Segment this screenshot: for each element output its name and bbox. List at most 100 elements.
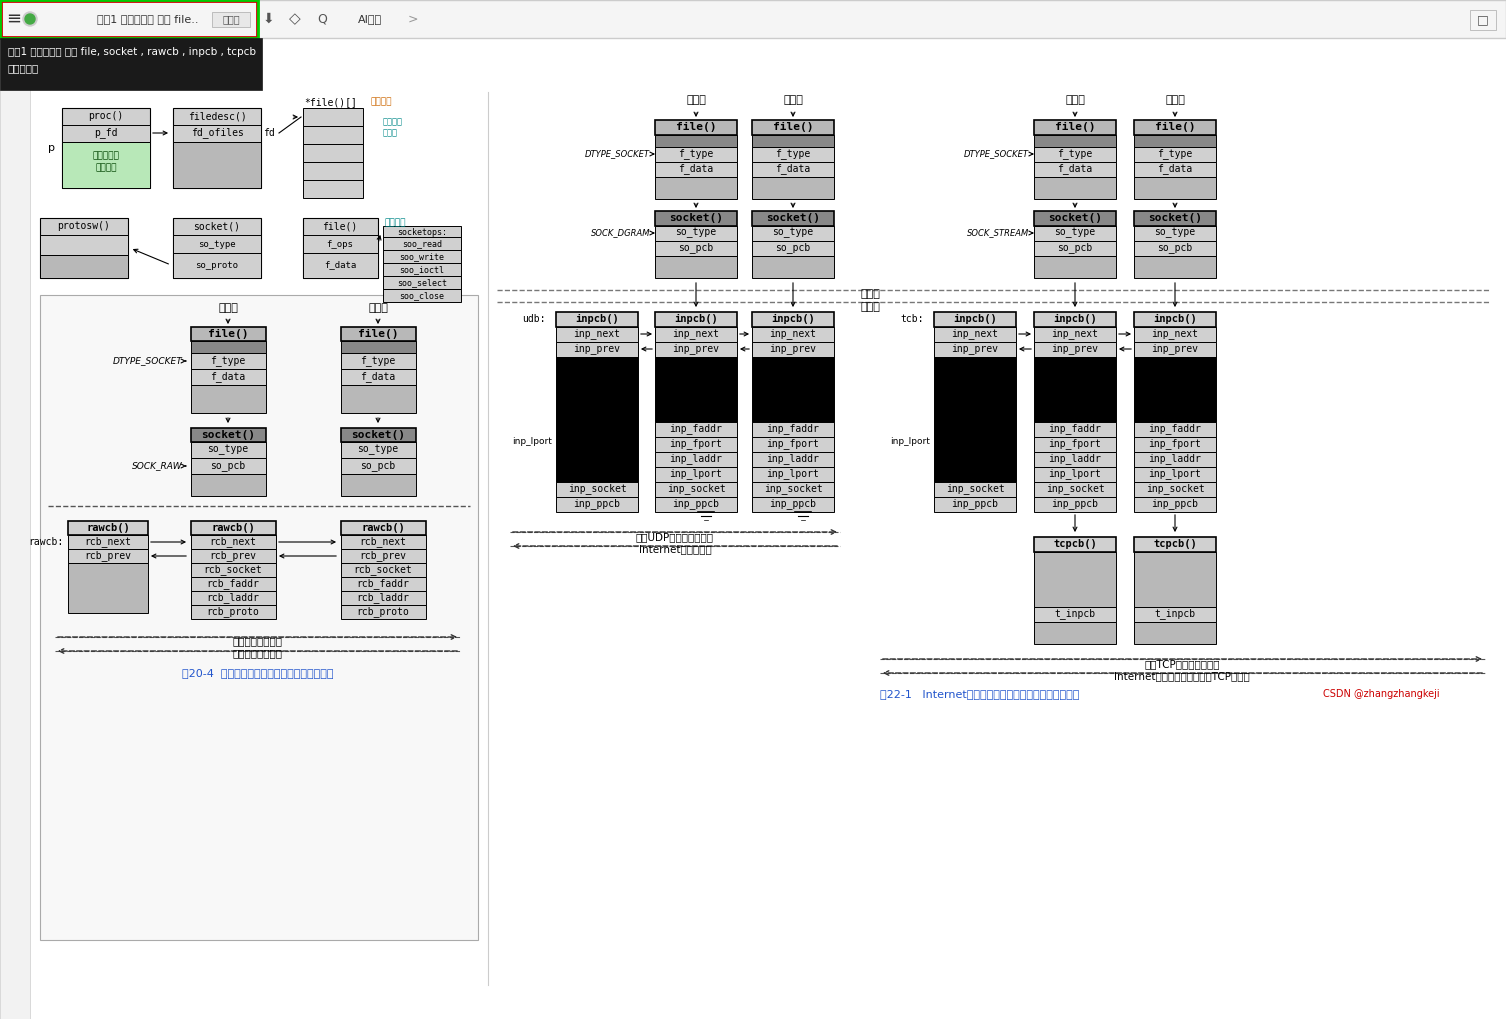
Bar — [173, 253, 261, 278]
Bar — [751, 256, 834, 278]
Text: file(): file() — [773, 122, 813, 132]
Bar — [340, 458, 416, 474]
Text: 函数指针: 函数指针 — [386, 218, 407, 227]
Bar — [191, 577, 276, 591]
Bar — [340, 605, 426, 619]
Bar — [383, 226, 461, 237]
Bar — [68, 535, 148, 549]
Bar — [655, 312, 736, 327]
Text: □: □ — [1477, 13, 1489, 26]
Text: socket(): socket() — [767, 213, 819, 223]
Text: socket(): socket() — [1148, 213, 1202, 223]
Bar — [751, 312, 834, 327]
Bar — [340, 385, 416, 413]
Text: 描述符: 描述符 — [783, 95, 803, 105]
Bar — [934, 497, 1017, 512]
Bar — [383, 250, 461, 263]
Bar — [2, 1, 258, 37]
Text: fd_ofiles: fd_ofiles — [191, 127, 244, 139]
Bar — [340, 428, 416, 442]
Text: inp_laddr: inp_laddr — [767, 453, 819, 465]
Bar — [751, 327, 834, 342]
Bar — [655, 497, 736, 512]
Bar — [1134, 147, 1215, 162]
Text: udb:: udb: — [523, 314, 547, 324]
Bar — [340, 564, 426, 577]
Bar — [934, 327, 1017, 342]
Text: inp_next: inp_next — [673, 328, 720, 339]
Bar — [1134, 135, 1215, 147]
Bar — [41, 294, 477, 940]
Text: soo_ioctl: soo_ioctl — [399, 266, 444, 274]
Bar — [1134, 327, 1215, 342]
Bar — [655, 135, 736, 147]
Text: inp_fport: inp_fport — [1048, 438, 1101, 449]
Bar — [1035, 211, 1116, 226]
Text: *file()[]: *file()[] — [304, 97, 357, 107]
Text: rawcb(): rawcb() — [211, 523, 255, 533]
Bar — [751, 467, 834, 482]
Bar — [303, 235, 378, 253]
Text: rcb_laddr: rcb_laddr — [206, 592, 259, 603]
Text: t_inpcb: t_inpcb — [1054, 608, 1095, 620]
Text: AI助手: AI助手 — [358, 14, 383, 24]
Bar — [68, 564, 148, 613]
Bar — [655, 120, 736, 135]
Bar — [0, 0, 1506, 38]
Bar — [1134, 552, 1215, 607]
Bar — [1035, 622, 1116, 644]
Text: rcb_prev: rcb_prev — [360, 550, 407, 561]
Bar — [62, 125, 151, 142]
Bar — [212, 12, 250, 26]
Bar — [191, 564, 276, 577]
Bar — [303, 180, 363, 198]
Text: file(): file() — [322, 221, 357, 231]
Text: f_type: f_type — [776, 149, 810, 159]
Text: SOCK_STREAM: SOCK_STREAM — [967, 228, 1029, 237]
Text: inp_prev: inp_prev — [574, 343, 620, 355]
Text: socket(): socket() — [200, 430, 255, 440]
Text: 记录进程的: 记录进程的 — [92, 152, 119, 161]
Bar — [1035, 342, 1116, 357]
Text: soo_select: soo_select — [398, 278, 447, 287]
Bar — [556, 357, 639, 482]
Bar — [173, 108, 261, 187]
Text: rawcb:: rawcb: — [29, 537, 63, 547]
Bar — [191, 385, 267, 413]
Text: rcb_proto: rcb_proto — [357, 606, 410, 618]
Text: 图22-1   Internet协议控制块以及与其他结构之间的关系: 图22-1 Internet协议控制块以及与其他结构之间的关系 — [881, 689, 1080, 699]
Text: f_type: f_type — [360, 356, 396, 367]
Bar — [751, 211, 834, 226]
Bar — [556, 342, 639, 357]
Bar — [1035, 147, 1116, 162]
Text: soo_close: soo_close — [399, 291, 444, 301]
Text: 双向链接循环列表: 双向链接循环列表 — [233, 648, 283, 658]
Text: so_type: so_type — [199, 239, 236, 249]
Text: inp_next: inp_next — [1152, 328, 1199, 339]
Text: 之间的联系: 之间的联系 — [8, 63, 39, 73]
Bar — [751, 135, 834, 147]
Bar — [751, 497, 834, 512]
Text: proc(): proc() — [89, 111, 123, 121]
Bar — [751, 342, 834, 357]
Bar — [383, 263, 461, 276]
Text: file(): file() — [358, 329, 398, 339]
Text: 所有TCP的双向循环链表: 所有TCP的双向循环链表 — [1145, 659, 1220, 669]
Bar — [0, 38, 262, 90]
Text: inp_lport: inp_lport — [512, 437, 553, 446]
Text: so_type: so_type — [208, 445, 248, 455]
Bar — [41, 235, 128, 255]
Text: inp_lport: inp_lport — [1149, 469, 1202, 480]
Text: f_data: f_data — [211, 372, 245, 382]
Bar — [303, 253, 378, 278]
Text: CSDN @zhangzhangkeji: CSDN @zhangzhangkeji — [1324, 689, 1440, 699]
Text: ⬇: ⬇ — [262, 12, 274, 26]
Bar — [340, 327, 416, 341]
Text: file(): file() — [1155, 122, 1196, 132]
Bar — [1134, 537, 1215, 552]
Bar — [303, 126, 363, 144]
Bar — [1035, 242, 1116, 256]
Text: inp_socket: inp_socket — [568, 484, 626, 494]
Text: f_data: f_data — [360, 372, 396, 382]
Text: 描述符: 描述符 — [1166, 95, 1185, 105]
